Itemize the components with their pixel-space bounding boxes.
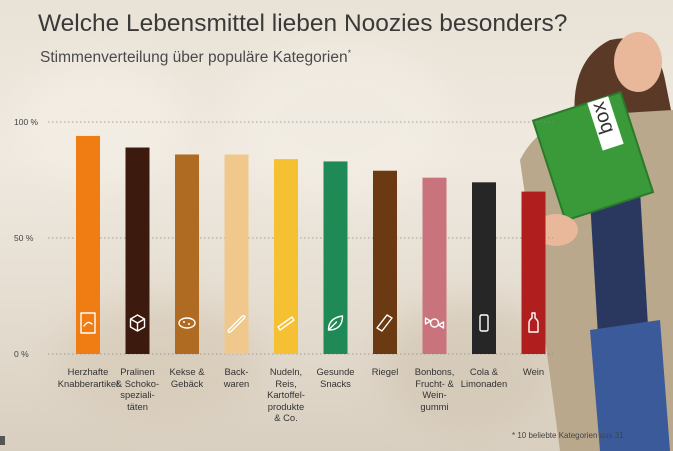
- x-category-label: Back-waren: [205, 366, 269, 389]
- bar: [422, 177, 447, 354]
- x-category-label: Pralinen & Schoko-speziali-täten: [106, 366, 170, 412]
- x-category-label-line: Gebäck: [170, 377, 204, 389]
- x-category-label-line: Pralinen: [120, 366, 155, 377]
- x-category-label-line: waren: [223, 377, 250, 389]
- x-category-label-line: Nudeln,: [269, 366, 303, 377]
- can-icon: [479, 314, 489, 332]
- subtitle-text: Stimmenverteilung über populäre Kategori…: [40, 49, 348, 67]
- x-category-label: Herzhafte Knabberartikel: [56, 366, 120, 389]
- y-tick-label: 100 %: [14, 117, 39, 127]
- x-category-label-line: Kartoffel-: [267, 389, 305, 400]
- bar-icons: [80, 312, 539, 334]
- box-outline: [531, 90, 655, 222]
- scroll-indicator: [0, 436, 5, 445]
- x-category-label-line: Kekse &: [169, 366, 205, 377]
- x-category-label-line: Cola &: [469, 366, 499, 377]
- bar-icon: [376, 314, 393, 332]
- y-axis-ticks: 100 % 50 % 0 %: [14, 117, 39, 359]
- x-category-label-line: Gesunde: [316, 366, 355, 377]
- box-label: [587, 96, 624, 151]
- x-category-label: Nudeln, Reis, Kartoffel-produkte & Co.: [254, 366, 318, 424]
- bars: [76, 135, 546, 354]
- x-category-label-line: Wein: [522, 366, 545, 377]
- y-tick-label: 0 %: [14, 349, 29, 359]
- bar: [373, 170, 397, 354]
- bar: [323, 161, 348, 354]
- cookie-icon: [178, 317, 196, 329]
- cookie-dot: [183, 321, 185, 323]
- x-category-label: Wein: [502, 366, 566, 378]
- chart-title: Welche Lebensmittel lieben Noozies beson…: [38, 10, 568, 37]
- x-category-label: Cola & Limonaden: [452, 366, 516, 389]
- bar: [125, 147, 150, 354]
- bar: [472, 182, 496, 354]
- x-category-label-line: Bonbons,: [414, 366, 455, 377]
- jeans: [590, 320, 670, 451]
- x-category-label-line: produkte: [267, 400, 305, 412]
- x-category-label-line: täten: [127, 400, 148, 412]
- leaf-icon: [327, 315, 344, 331]
- x-category-label-line: Frucht- &: [415, 377, 454, 389]
- x-category-label: Riegel: [353, 366, 417, 378]
- box-front: [533, 92, 654, 221]
- green-box: box: [531, 90, 655, 222]
- bar: [521, 191, 546, 354]
- wine-bottle-icon: [528, 312, 539, 333]
- bar: [274, 159, 298, 354]
- pasta-icon: [277, 316, 295, 331]
- cookie-dot: [188, 323, 190, 325]
- x-category-label-line: speziali-: [120, 389, 155, 400]
- y-tick-label: 50 %: [14, 233, 34, 243]
- x-category-label-line: Herzhafte: [67, 366, 109, 377]
- baguette-icon: [227, 315, 246, 333]
- x-category-label-line: Limonaden: [460, 377, 508, 389]
- x-category-label-line: gummi: [420, 400, 449, 412]
- praline-cube-icon: [129, 314, 146, 332]
- candy-icon: [424, 317, 445, 329]
- x-category-label: Bonbons, Frucht- & Wein-gummi: [403, 366, 467, 412]
- footnote: * 10 beliebte Kategorien aus 31: [512, 431, 624, 440]
- bar: [224, 154, 249, 354]
- x-category-label-line: Riegel: [371, 366, 399, 377]
- x-category-label-line: Reis,: [275, 377, 297, 389]
- bar: [76, 135, 100, 354]
- face: [614, 32, 662, 92]
- subtitle-footnote-mark: *: [347, 48, 352, 58]
- chips-bag-icon: [80, 312, 96, 334]
- x-category-label-line: Knabberartikel: [57, 377, 119, 389]
- x-category-label: Kekse & Gebäck: [155, 366, 219, 389]
- x-category-label-line: Back-: [224, 366, 249, 377]
- x-category-label-line: Snacks: [320, 377, 351, 389]
- x-category-label-line: & Co.: [274, 412, 298, 423]
- x-category-label-line: & Schoko-: [115, 377, 160, 389]
- x-category-label-line: Wein-: [422, 389, 447, 400]
- chart-subtitle: Stimmenverteilung über populäre Kategori…: [40, 48, 351, 67]
- x-category-label: Gesunde Snacks: [304, 366, 368, 389]
